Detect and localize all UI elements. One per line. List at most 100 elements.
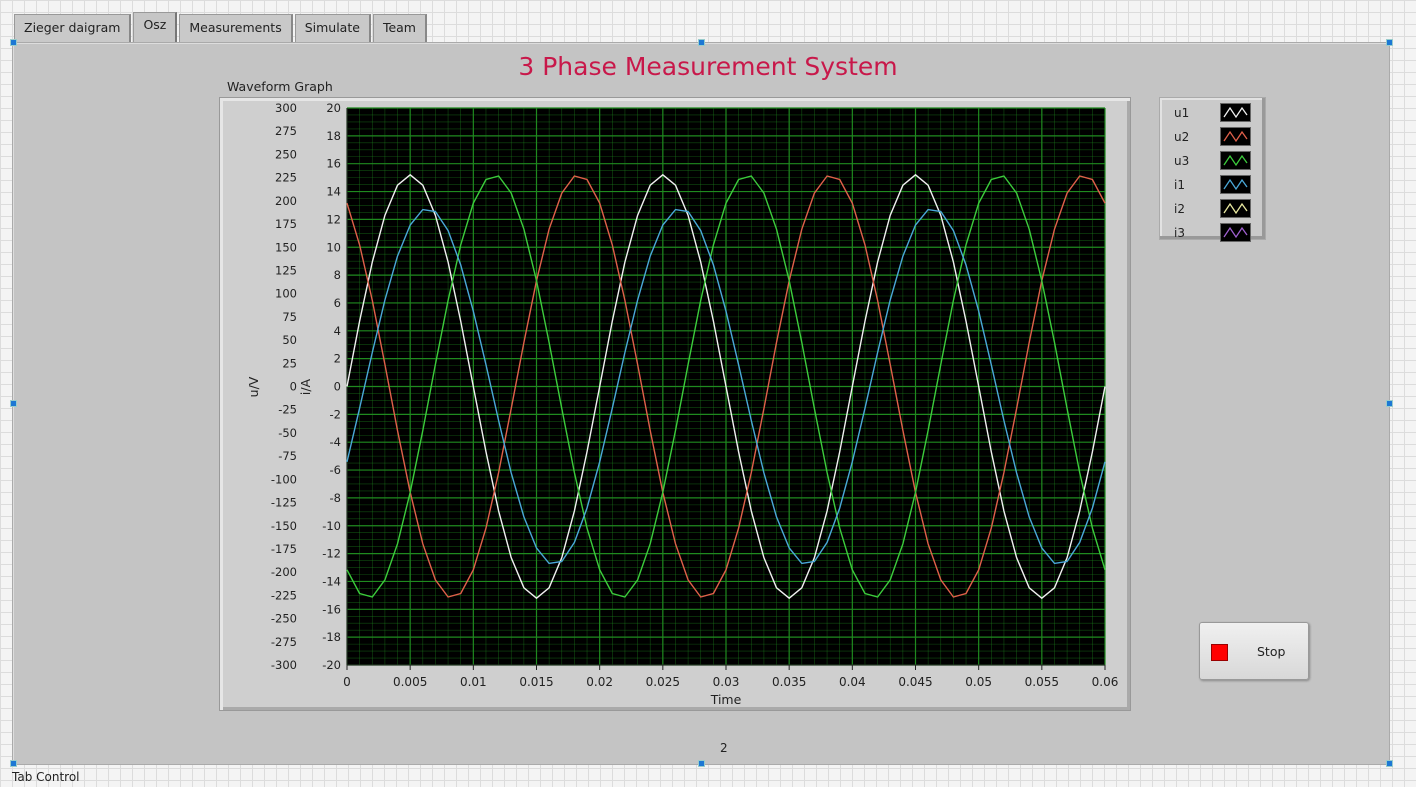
tab-zieger-daigram[interactable]: Zieger daigram: [14, 14, 132, 42]
y-right-tick-label: 12: [326, 212, 341, 226]
y-left-tick-label: 200: [275, 194, 297, 208]
legend-label: i3: [1174, 226, 1185, 240]
y-right-tick-label: -16: [322, 602, 341, 616]
resize-handle[interactable]: [1386, 760, 1393, 767]
y-left-tick-label: -300: [271, 658, 297, 672]
legend-label: u2: [1174, 130, 1190, 144]
y-right-tick-label: 20: [326, 101, 341, 115]
y-left-tick-label: -225: [271, 588, 297, 602]
y-right-tick-label: 4: [334, 324, 341, 338]
y-right-tick-label: 10: [326, 240, 341, 254]
page-index: 2: [720, 741, 728, 755]
y-right-tick-label: -14: [322, 574, 341, 588]
x-tick-label: 0.035: [772, 675, 806, 689]
legend-label: u3: [1174, 154, 1190, 168]
y-left-tick-label: 100: [275, 287, 297, 301]
resize-handle[interactable]: [10, 760, 17, 767]
tab-osz[interactable]: Osz: [133, 12, 178, 42]
y-right-tick-label: -10: [322, 519, 341, 533]
x-tick-label: 0: [343, 675, 351, 689]
y-right-tick-label: 16: [326, 157, 341, 171]
legend-item-i3[interactable]: i3: [1174, 223, 1254, 243]
y-left-tick-label: 125: [275, 263, 297, 277]
plot-swatch-icon: [1220, 223, 1251, 242]
y-right-tick-label: -18: [322, 630, 341, 644]
y-left-tick-label: -175: [271, 542, 297, 556]
y-left-tick-label: 225: [275, 171, 297, 185]
page-title: 3 Phase Measurement System: [518, 52, 898, 81]
stop-button[interactable]: Stop: [1199, 622, 1309, 680]
legend-item-i1[interactable]: i1: [1174, 175, 1254, 195]
series-u3-line: [346, 175, 1106, 598]
y-right-tick-label: -6: [330, 463, 341, 477]
x-tick-label: 0.04: [839, 675, 866, 689]
stop-led-icon: [1211, 644, 1228, 661]
tab-simulate[interactable]: Simulate: [294, 14, 371, 42]
x-tick-label: 0.02: [586, 675, 613, 689]
y-left-tick-label: 250: [275, 147, 297, 161]
y-right-tick-label: 18: [326, 129, 341, 143]
x-tick-label: 0.005: [393, 675, 427, 689]
y-left-axis-title: u/V: [246, 376, 261, 397]
y-right-tick-label: -20: [322, 658, 341, 672]
plot-swatch-icon: [1220, 175, 1251, 194]
legend-item-u1[interactable]: u1: [1174, 103, 1254, 123]
x-tick-label: 0.055: [1025, 675, 1059, 689]
resize-handle[interactable]: [1386, 400, 1393, 407]
y-left-tick-label: -250: [271, 612, 297, 626]
y-right-tick-label: -4: [330, 435, 341, 449]
y-left-tick-label: 175: [275, 217, 297, 231]
tab-bar: Zieger daigram Osz Measurements Simulate Tea…: [14, 12, 427, 42]
resize-handle[interactable]: [698, 760, 705, 767]
x-tick-label: 0.03: [713, 675, 740, 689]
y-right-tick-label: 6: [334, 296, 341, 310]
y-left-tick-label: 150: [275, 240, 297, 254]
y-right-tick-label: 0: [334, 380, 341, 394]
resize-handle[interactable]: [10, 400, 17, 407]
y-left-tick-label: -25: [278, 403, 297, 417]
y-left-tick-label: -125: [271, 496, 297, 510]
y-left-tick-label: 0: [290, 380, 297, 394]
plot-swatch-icon: [1220, 127, 1251, 146]
plot-legend: u1 u2 u3 i1 i2 i3: [1159, 97, 1266, 243]
tab-control-label: Tab Control: [12, 770, 80, 784]
legend-label: u1: [1174, 106, 1190, 120]
x-tick-label: 0.06: [1092, 675, 1119, 689]
y-left-tick-label: -200: [271, 565, 297, 579]
resize-handle[interactable]: [698, 39, 705, 46]
plot-swatch-icon: [1220, 199, 1251, 218]
y-left-tick-label: 75: [282, 310, 297, 324]
y-left-tick-label: -275: [271, 635, 297, 649]
y-left-tick-label: 50: [282, 333, 297, 347]
y-right-tick-label: -2: [330, 407, 341, 421]
y-right-tick-label: -12: [322, 547, 341, 561]
x-tick-label: 0.01: [460, 675, 487, 689]
legend-label: i1: [1174, 178, 1185, 192]
y-right-tick-label: -8: [330, 491, 341, 505]
series-u2-line: [346, 175, 1106, 598]
x-tick-label: 0.045: [898, 675, 932, 689]
resize-handle[interactable]: [10, 39, 17, 46]
legend-item-u3[interactable]: u3: [1174, 151, 1254, 171]
x-tick-label: 0.015: [519, 675, 553, 689]
x-axis-title: Time: [710, 692, 742, 707]
series-u1-line: [346, 173, 1106, 600]
x-tick-label: 0.025: [646, 675, 680, 689]
legend-item-i2[interactable]: i2: [1174, 199, 1254, 219]
series-i1-line: [346, 208, 1106, 565]
legend-label: i2: [1174, 202, 1185, 216]
y-left-tick-label: 25: [282, 356, 297, 370]
y-right-tick-label: 8: [334, 268, 341, 282]
plot-swatch-icon: [1220, 103, 1251, 122]
resize-handle[interactable]: [1386, 39, 1393, 46]
tab-measurements[interactable]: Measurements: [179, 14, 293, 42]
y-left-tick-label: 275: [275, 124, 297, 138]
y-right-axis-title: i/A: [298, 378, 313, 395]
y-left-tick-label: 300: [275, 101, 297, 115]
y-right-tick-label: 14: [326, 185, 341, 199]
tab-team[interactable]: Team: [372, 14, 427, 42]
y-left-tick-label: -75: [278, 449, 297, 463]
y-left-tick-label: -100: [271, 472, 297, 486]
legend-item-u2[interactable]: u2: [1174, 127, 1254, 147]
